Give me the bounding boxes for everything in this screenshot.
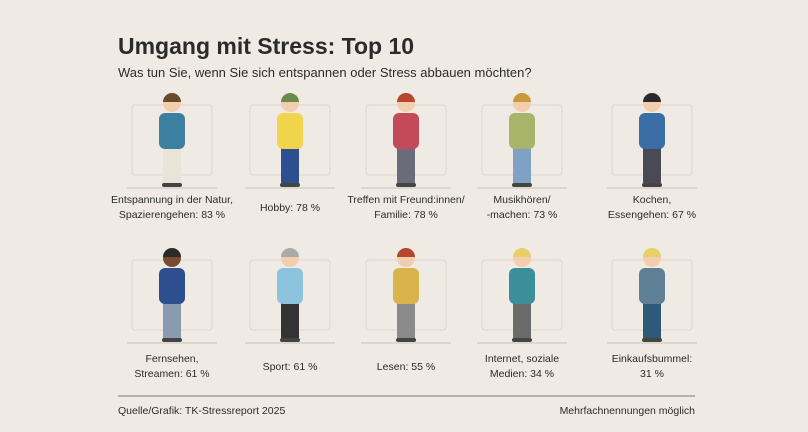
torso xyxy=(159,268,185,304)
shoes xyxy=(512,338,532,342)
hair xyxy=(281,248,299,257)
shoes xyxy=(396,183,416,187)
hair xyxy=(397,248,415,257)
torso xyxy=(277,113,303,149)
torso xyxy=(393,113,419,149)
torso xyxy=(159,113,185,149)
torso xyxy=(393,268,419,304)
item-label: Lesen: 55 % xyxy=(377,361,435,373)
legs xyxy=(163,145,181,185)
illustrations xyxy=(127,93,697,344)
item-label: -machen: 73 % xyxy=(487,209,558,221)
subtitle: Was tun Sie, wenn Sie sich entspannen od… xyxy=(118,65,532,80)
illustration xyxy=(607,93,697,189)
illustration xyxy=(477,248,567,344)
illustration xyxy=(607,248,697,344)
item-label: 31 % xyxy=(640,368,664,380)
title: Umgang mit Stress: Top 10 xyxy=(118,33,414,59)
shoes xyxy=(280,338,300,342)
shoes xyxy=(280,183,300,187)
hair xyxy=(513,248,531,257)
shoes xyxy=(512,183,532,187)
hair xyxy=(643,248,661,257)
item-label: Streamen: 61 % xyxy=(134,368,209,380)
legs xyxy=(397,300,415,340)
item-label: Spazierengehen: 83 % xyxy=(119,209,225,221)
item-label: Entspannung in der Natur, xyxy=(111,194,233,206)
legs xyxy=(643,145,661,185)
hair xyxy=(513,93,531,102)
item-label: Fernsehen, xyxy=(145,353,198,365)
torso xyxy=(639,113,665,149)
shoes xyxy=(162,183,182,187)
item-label: Essengehen: 67 % xyxy=(608,209,696,221)
shoes xyxy=(642,183,662,187)
illustration xyxy=(361,93,451,189)
torso xyxy=(509,113,535,149)
shoes xyxy=(642,338,662,342)
item-label: Musikhören/ xyxy=(493,194,550,206)
hair xyxy=(163,93,181,102)
item-label: Einkaufsbummel: xyxy=(612,353,693,365)
hair xyxy=(643,93,661,102)
legs xyxy=(513,300,531,340)
note: Mehrfachnennungen möglich xyxy=(560,405,696,417)
item-label: Internet, soziale xyxy=(485,353,559,365)
illustration xyxy=(127,93,217,189)
legs xyxy=(397,145,415,185)
legs xyxy=(163,300,181,340)
item-label: Familie: 78 % xyxy=(374,209,438,221)
shoes xyxy=(396,338,416,342)
item-label: Treffen mit Freund:innen/ xyxy=(347,194,464,206)
shoes xyxy=(162,338,182,342)
item-label: Medien: 34 % xyxy=(490,368,554,380)
torso xyxy=(277,268,303,304)
item-label: Kochen, xyxy=(633,194,672,206)
legs xyxy=(281,145,299,185)
torso xyxy=(509,268,535,304)
illustration xyxy=(245,248,335,344)
hair xyxy=(397,93,415,102)
illustration xyxy=(245,93,335,189)
illustration xyxy=(127,248,217,344)
item-label: Hobby: 78 % xyxy=(260,202,320,214)
legs xyxy=(643,300,661,340)
item-label: Sport: 61 % xyxy=(263,361,318,373)
legs xyxy=(513,145,531,185)
source: Quelle/Grafik: TK-Stressreport 2025 xyxy=(118,405,285,417)
hair xyxy=(281,93,299,102)
legs xyxy=(281,300,299,340)
hair xyxy=(163,248,181,257)
torso xyxy=(639,268,665,304)
illustration xyxy=(477,93,567,189)
illustration xyxy=(361,248,451,344)
